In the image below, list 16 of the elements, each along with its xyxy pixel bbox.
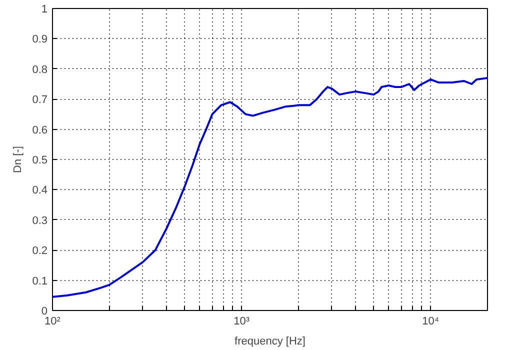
x-tick-label: 10⁴ — [422, 316, 440, 328]
y-tick-label: 0.9 — [32, 34, 48, 46]
x-axis-title: frequency [Hz] — [234, 336, 306, 348]
x-tick-label: 10³ — [234, 316, 250, 328]
y-tick-label: 0.1 — [32, 275, 48, 288]
x-tick-label: 10² — [44, 316, 61, 328]
y-tick-label: 1 — [41, 4, 48, 16]
y-tick-label: 0.4 — [32, 184, 48, 197]
y-tick-label: 0 — [41, 306, 48, 318]
y-tick-label: 0.8 — [32, 64, 48, 76]
y-tick-label: 0.7 — [32, 94, 48, 106]
y-tick-label: 0.2 — [32, 245, 48, 258]
y-tick-label: 0.3 — [32, 214, 48, 227]
y-tick-label: 0.6 — [32, 124, 48, 136]
y-tick-label: 0.5 — [32, 154, 48, 166]
y-axis-title: Dn [-] — [12, 146, 24, 173]
